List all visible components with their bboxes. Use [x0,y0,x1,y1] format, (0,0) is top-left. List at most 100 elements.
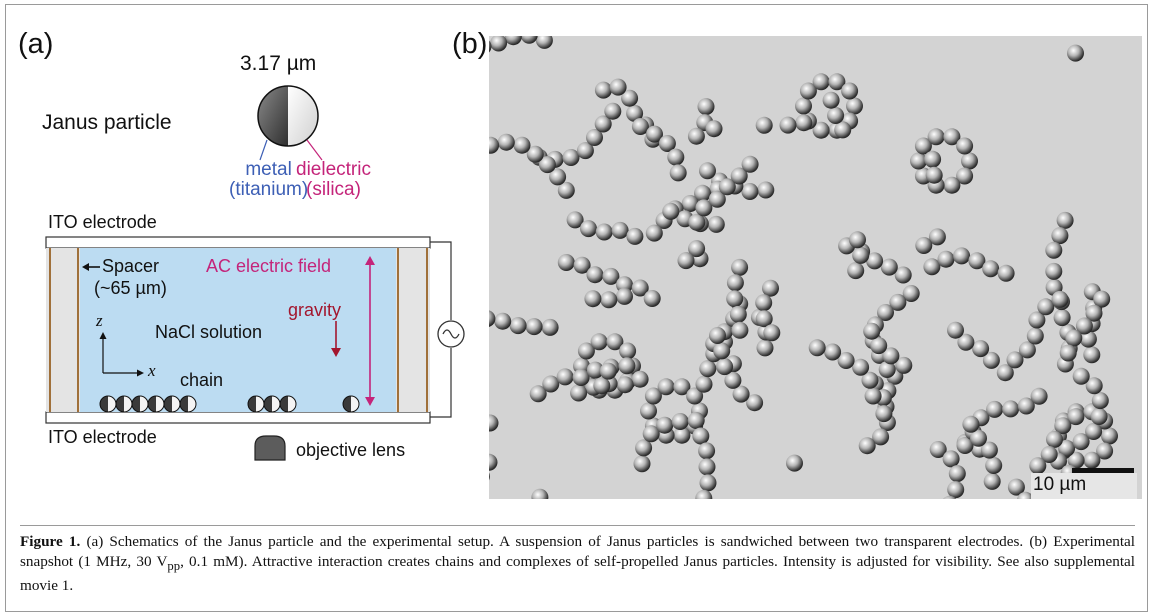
micrograph-particle [695,375,713,393]
micrograph-particle [576,142,594,160]
micrograph-particle [795,97,812,115]
micrograph-particle [662,202,680,220]
micrograph-particle [619,342,637,360]
top-electrode-label: ITO electrode [48,212,157,232]
micrograph-particle [504,36,522,46]
spacer-label: Spacer [102,256,160,276]
micrograph-particle [541,318,559,336]
micrograph-particle [741,183,759,200]
micrograph-particle [549,168,567,186]
micrograph-particle [580,220,597,238]
micrograph-particle [942,450,960,468]
micrograph-particle [631,279,649,297]
micrograph-particle [937,250,955,268]
micrograph-particle [489,310,496,327]
micrograph-particle [705,120,723,138]
micrograph-particle [631,118,649,135]
micrograph-particle [1091,392,1109,410]
micrograph-particle [786,454,803,472]
wire-top [430,241,452,320]
micrograph-particle [1006,351,1024,369]
micrograph-particle [724,371,742,389]
micrograph-particle [812,121,830,139]
micrograph-particle [1067,44,1084,62]
micrograph-particle [956,437,974,454]
micrograph-particle [645,224,663,242]
micrograph-particle [1054,417,1072,435]
micrograph-particle [841,82,859,100]
micrograph-particle [1096,442,1114,460]
micrograph-particle [1028,311,1046,329]
micrograph-particle [594,115,612,133]
micrograph-particle [716,358,734,376]
micrograph-particle [726,290,744,308]
micrograph-particle [631,370,649,388]
micrograph-particle [489,472,490,481]
micrograph-particle [925,166,943,184]
micrograph-particle [695,489,713,499]
micrograph-particle [757,181,775,199]
micrograph-particle [595,223,613,241]
janus-particle-icon [257,85,319,147]
micrograph-particle [1085,304,1103,322]
micrograph-particle [997,264,1015,282]
micrograph-particle [709,327,726,344]
micrograph-particle [822,91,840,109]
micrograph-particle [895,356,913,374]
micrograph-particle [542,375,560,393]
micrograph-particle [864,387,882,405]
micrograph-particle [729,305,747,323]
micrograph-particle [673,426,691,444]
micrograph-particle [489,453,498,471]
micrograph-particle [808,339,826,357]
scale-bar-label: 10 µm [1033,474,1087,495]
top-electrode-plate [45,236,431,249]
micrograph-particle [525,318,543,336]
micrograph-particle [731,321,749,339]
micrograph-particle [489,414,499,432]
micrograph-particle [586,266,604,284]
micrograph-particle [494,312,512,330]
micrograph-particles [489,36,1118,499]
micrograph-particle [697,98,715,116]
micrograph-particle [755,294,773,312]
micrograph-particle [635,439,653,457]
micrograph-particle [699,360,717,378]
micrograph-particle [594,81,612,99]
micrograph-particle [707,215,725,233]
spacer-thickness-label: (~65 µm) [94,278,167,298]
micrograph-particle [616,376,634,394]
micrograph-particle [526,145,544,163]
micrograph-particle [957,333,975,351]
micrograph-particle [834,121,852,139]
micrograph-particle [562,149,580,166]
micrograph-particle [961,152,978,170]
dielectric-pointer [306,139,323,161]
micrograph-particle [688,213,706,231]
micrograph-particle [513,136,531,154]
dielectric-label-line1: dielectric [296,159,371,180]
micrograph-particle [644,387,662,405]
objective-lens-icon [254,435,286,461]
micrograph-particle [846,97,863,115]
micrograph-particle [686,387,704,405]
micrograph-particle [732,385,750,403]
micrograph-particle [604,102,622,120]
micrograph-particle [928,228,946,246]
micrograph-particle [708,190,726,208]
micrograph-particle [1017,491,1034,499]
micrograph-particle [1045,262,1063,280]
micrograph-particle [611,221,629,239]
micrograph-particle [861,371,879,389]
micrograph-particle [584,290,602,308]
micrograph-particle [626,104,644,122]
micrograph-particle [924,150,942,168]
objective-lens-label: objective lens [296,440,406,460]
micrograph-particle [695,199,713,217]
micrograph-particle [1067,408,1085,426]
micrograph-particle [616,276,633,294]
micrograph-particle [875,405,893,423]
micrograph-particle [730,167,748,185]
micrograph-particle [983,472,1001,490]
micrograph-particle [1058,439,1076,457]
